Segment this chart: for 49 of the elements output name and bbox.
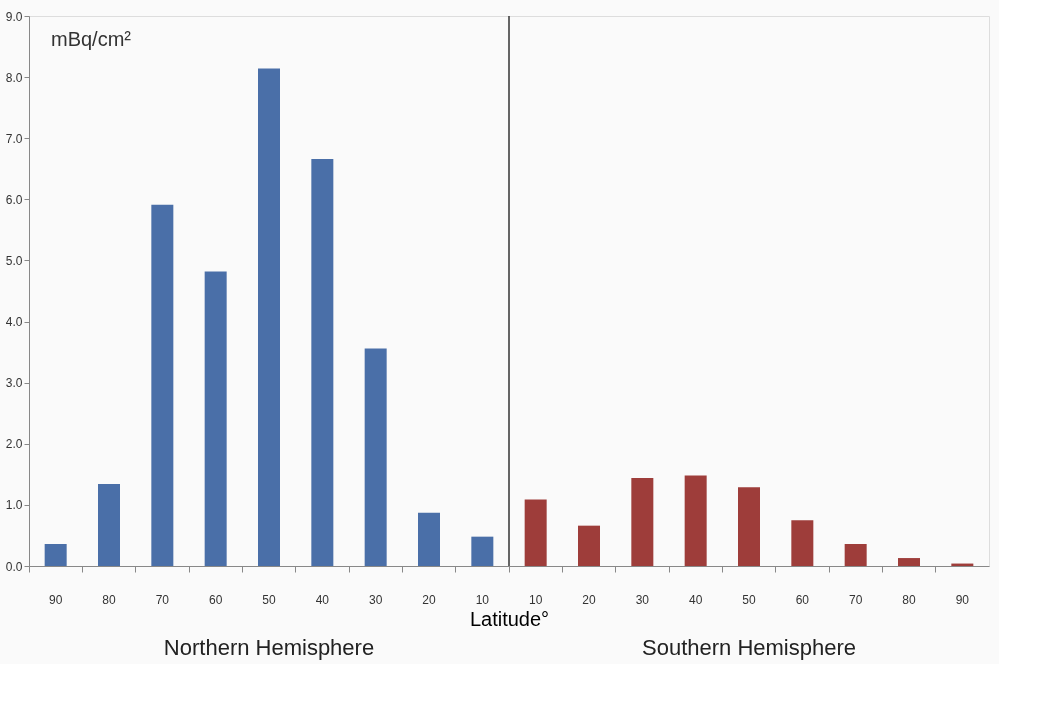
x-tick-label: 40 [315, 592, 330, 607]
bar [311, 159, 334, 566]
bar [98, 484, 120, 566]
x-tick-label: 50 [742, 592, 756, 607]
x-tick-label: 90 [48, 592, 63, 607]
y-tick-label: 8.0 [5, 70, 23, 85]
y-axis-title: mBq/cm² [51, 28, 132, 50]
x-tick-label: 80 [902, 592, 916, 607]
bar [844, 544, 867, 566]
bar [258, 68, 280, 566]
y-tick-label: 1.0 [5, 498, 23, 513]
x-tick-label: 20 [582, 592, 596, 607]
y-tick-label: 4.0 [5, 315, 23, 330]
y-tick-label: 7.0 [5, 131, 23, 146]
x-tick-label: 20 [422, 592, 436, 607]
text: Northern Hemisphere [163, 635, 375, 660]
x-tick-label: 60 [208, 592, 223, 607]
bar [204, 271, 227, 566]
text: Southern Hemisphere [641, 635, 857, 660]
bar [631, 478, 654, 566]
bar [471, 536, 494, 566]
y-tick-label: 9.0 [5, 9, 23, 24]
y-tick-label: 0.0 [5, 559, 23, 574]
x-tick-label: 70 [155, 592, 170, 607]
x-tick-label: 30 [368, 592, 383, 607]
bar [524, 499, 547, 566]
x-tick-label: 70 [848, 592, 863, 607]
x-tick-label: 90 [955, 592, 970, 607]
x-tick-label: 60 [795, 592, 810, 607]
x-axis-title: Latitude° [469, 607, 550, 630]
x-tick-label: 10 [475, 592, 490, 607]
y-tick-label: 6.0 [5, 192, 23, 207]
bar [364, 348, 387, 566]
bar [418, 512, 440, 566]
x-tick-label: 80 [102, 592, 116, 607]
x-tick-label: 40 [688, 592, 703, 607]
bar [44, 544, 67, 566]
x-tick-label: 10 [528, 592, 543, 607]
bar [791, 520, 814, 566]
bar [684, 475, 707, 566]
y-tick-label: 2.0 [5, 437, 23, 452]
bar [151, 204, 174, 566]
y-tick-label: 5.0 [5, 253, 23, 268]
bar [898, 558, 920, 566]
x-tick-label: 30 [635, 592, 650, 607]
x-tick-label: 50 [262, 592, 276, 607]
bar [578, 525, 600, 566]
y-tick-label: 3.0 [5, 376, 23, 391]
bar [738, 487, 760, 566]
